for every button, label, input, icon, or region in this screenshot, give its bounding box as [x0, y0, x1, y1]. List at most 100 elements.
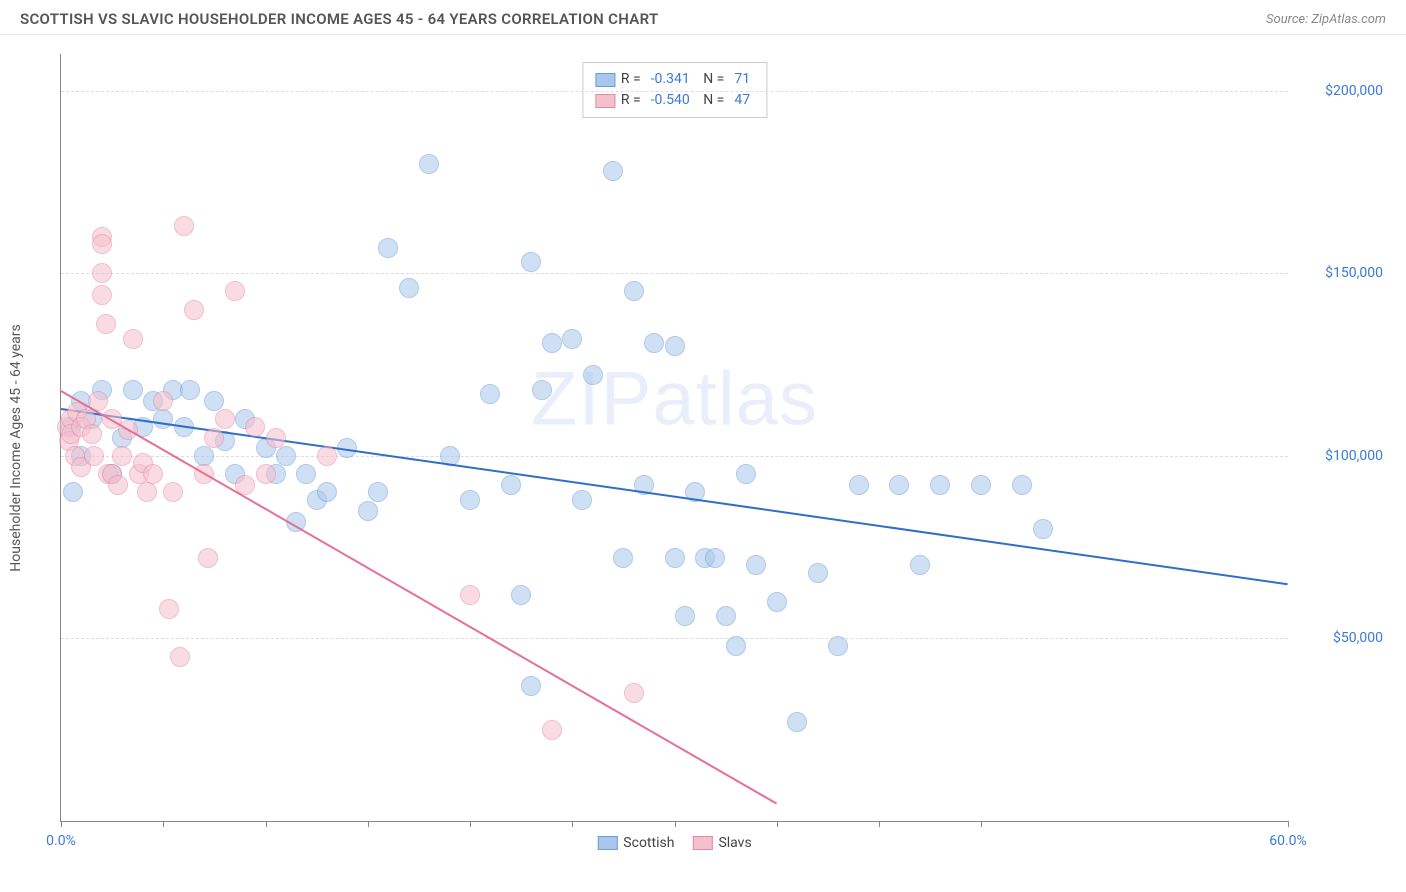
data-point [910, 555, 930, 575]
data-point [736, 464, 756, 484]
data-point [542, 333, 562, 353]
data-point [82, 424, 102, 444]
data-point [296, 464, 316, 484]
data-point [180, 380, 200, 400]
data-point [624, 683, 644, 703]
data-point [644, 333, 664, 353]
data-point [96, 314, 116, 334]
gridline [61, 638, 1288, 639]
data-point [174, 216, 194, 236]
legend-label-scottish: Scottish [623, 835, 674, 851]
x-tick [470, 821, 471, 827]
data-point [726, 636, 746, 656]
series-legend: Scottish Slavs [597, 835, 751, 851]
x-tick-label: 60.0% [1269, 833, 1307, 849]
swatch-scottish [595, 73, 615, 87]
data-point [317, 482, 337, 502]
swatch-slavs [595, 94, 615, 108]
x-tick [1288, 821, 1289, 827]
data-point [603, 161, 623, 181]
data-point [317, 446, 337, 466]
data-point [123, 380, 143, 400]
r-value-slavs: -0.540 [651, 90, 690, 111]
plot-area: ZIPatlas R =-0.341 N =71 R =-0.540 N =47… [60, 54, 1288, 822]
header: SCOTTISH VS SLAVIC HOUSEHOLDER INCOME AG… [0, 0, 1406, 35]
data-point [63, 482, 83, 502]
data-point [521, 676, 541, 696]
data-point [170, 647, 190, 667]
data-point [930, 475, 950, 495]
data-point [123, 329, 143, 349]
stats-row-slavs: R =-0.540 N =47 [595, 90, 754, 111]
y-tick-label: $50,000 [1293, 630, 1383, 646]
data-point [378, 238, 398, 258]
data-point [1033, 519, 1053, 539]
data-point [511, 585, 531, 605]
data-point [787, 712, 807, 732]
data-point [84, 446, 104, 466]
data-point [108, 475, 128, 495]
data-point [198, 548, 218, 568]
data-point [665, 548, 685, 568]
data-point [971, 475, 991, 495]
data-point [501, 475, 521, 495]
data-point [137, 482, 157, 502]
data-point [542, 720, 562, 740]
data-point [184, 300, 204, 320]
data-point [460, 490, 480, 510]
data-point [521, 252, 541, 272]
n-value-scottish: 71 [734, 69, 750, 90]
data-point [828, 636, 848, 656]
data-point [143, 464, 163, 484]
data-point [889, 475, 909, 495]
data-point [532, 380, 552, 400]
trend-line [61, 390, 778, 804]
data-point [358, 501, 378, 521]
data-point [460, 585, 480, 605]
data-point [276, 446, 296, 466]
r-value-scottish: -0.341 [651, 69, 690, 90]
data-point [194, 446, 214, 466]
data-point [92, 285, 112, 305]
data-point [767, 592, 787, 612]
x-tick [368, 821, 369, 827]
data-point [746, 555, 766, 575]
y-tick-label: $200,000 [1293, 83, 1383, 99]
data-point [159, 599, 179, 619]
x-tick [266, 821, 267, 827]
data-point [399, 278, 419, 298]
data-point [613, 548, 633, 568]
data-point [562, 329, 582, 349]
x-tick [675, 821, 676, 827]
data-point [808, 563, 828, 583]
x-tick [879, 821, 880, 827]
y-tick-label: $100,000 [1293, 448, 1383, 464]
gridline [61, 273, 1288, 274]
gridline [61, 91, 1288, 92]
data-point [675, 606, 695, 626]
gridline [61, 456, 1288, 457]
y-tick-label: $150,000 [1293, 265, 1383, 281]
data-point [153, 391, 173, 411]
data-point [572, 490, 592, 510]
watermark: ZIPatlas [531, 356, 818, 443]
data-point [368, 482, 388, 502]
data-point [92, 234, 112, 254]
legend-item-scottish: Scottish [597, 835, 674, 851]
data-point [665, 336, 685, 356]
data-point [1012, 475, 1032, 495]
data-point [153, 409, 173, 429]
data-point [624, 281, 644, 301]
n-value-slavs: 47 [734, 90, 750, 111]
data-point [215, 409, 235, 429]
data-point [163, 482, 183, 502]
x-tick [777, 821, 778, 827]
chart-container: Householder Income Ages 45 - 64 years ZI… [50, 44, 1388, 852]
data-point [583, 365, 603, 385]
x-tick [61, 821, 62, 827]
x-tick [163, 821, 164, 827]
x-tick-label: 0.0% [46, 833, 76, 849]
legend-swatch-slavs [692, 836, 712, 850]
data-point [256, 464, 276, 484]
data-point [419, 154, 439, 174]
